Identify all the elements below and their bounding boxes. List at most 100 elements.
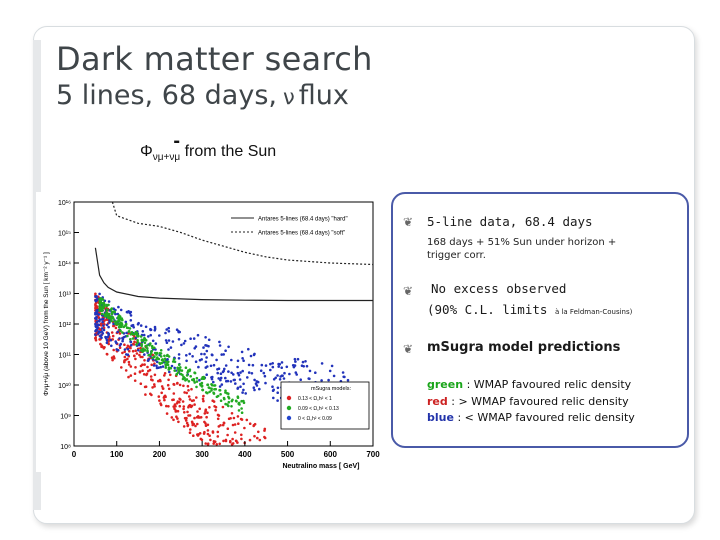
msugra-legend-entry: 0 < Ω꜀h² < 0.09	[298, 416, 332, 422]
scatter-point	[280, 366, 283, 369]
scatter-point	[210, 377, 214, 381]
scatter-point	[222, 421, 226, 425]
scatter-point	[126, 311, 129, 314]
scatter-point	[131, 349, 135, 353]
scatter-point	[212, 442, 215, 445]
scatter-point	[177, 357, 181, 360]
scatter-point	[94, 338, 98, 342]
scatter-point	[236, 386, 240, 390]
scatter-point	[141, 369, 144, 372]
scatter-point	[194, 360, 198, 363]
scatter-point	[169, 373, 172, 377]
scatter-point	[189, 375, 192, 378]
scatter-point	[164, 331, 167, 335]
scatter-point	[207, 338, 211, 342]
scatter-point	[180, 343, 183, 347]
limit-curves	[94, 201, 374, 302]
scatter-point	[269, 368, 272, 372]
scatter-point	[151, 378, 154, 382]
scatter-point	[127, 360, 131, 364]
scatter-point	[108, 317, 111, 320]
scatter-point	[168, 370, 171, 374]
y-tick-label: 10¹²	[59, 322, 72, 329]
scatter-point	[161, 365, 165, 368]
bullet-data-subtext1: 168 days + 51% Sun under horizon +	[427, 237, 617, 248]
scatter-point	[101, 309, 104, 312]
scatter-point	[155, 366, 159, 370]
scatter-point	[97, 323, 100, 326]
scatter-point	[227, 370, 230, 373]
scatter-point	[149, 342, 152, 345]
scatter-point	[219, 378, 222, 382]
fleuron-bullet-icon: ❦	[403, 342, 414, 356]
scatter-point	[137, 348, 140, 352]
scatter-point	[214, 405, 218, 409]
scatter-point	[139, 324, 143, 327]
scatter-point	[199, 383, 202, 387]
scatter-point	[208, 390, 211, 394]
scatter-point	[114, 312, 117, 316]
scatter-point	[218, 385, 222, 388]
bullet-data-text: 5-line data, 68.4 days	[427, 214, 593, 229]
scatter-point	[121, 331, 124, 334]
scatter-point	[304, 360, 307, 363]
scatter-point	[193, 416, 196, 420]
scatter-point	[299, 378, 303, 381]
scatter-point	[250, 372, 254, 375]
scatter-point	[202, 399, 205, 403]
scatter-point	[231, 423, 235, 427]
scatter-point	[160, 361, 164, 365]
scatter-point	[159, 402, 162, 405]
scatter-point	[102, 306, 105, 309]
scatter-point	[294, 360, 297, 363]
scatter-point	[343, 375, 346, 379]
scatter-point	[178, 404, 182, 408]
scatter-point	[209, 364, 213, 368]
scatter-point	[142, 373, 146, 376]
scatter-point	[187, 389, 190, 392]
scatter-point	[346, 378, 350, 382]
scatter-point	[240, 437, 243, 441]
scatter-point	[314, 371, 317, 374]
scatter-point	[221, 370, 225, 374]
scatter-point	[114, 340, 117, 343]
scatter-point	[106, 331, 110, 335]
x-tick-label: 600	[324, 450, 338, 459]
scatter-point	[332, 374, 336, 378]
scatter-point	[114, 326, 118, 330]
scatter-point	[155, 353, 158, 356]
scatter-point	[341, 371, 345, 374]
msugra-legend-marker	[286, 395, 292, 401]
scatter-point	[110, 344, 113, 348]
y-tick-label: 10¹⁰	[58, 382, 71, 390]
scatter-point	[171, 340, 175, 343]
scatter-point	[195, 376, 199, 380]
scatter-point	[173, 366, 176, 370]
scatter-point	[134, 357, 137, 361]
scatter-point	[117, 318, 121, 321]
scatter-point	[255, 384, 259, 387]
scatter-point	[153, 355, 156, 359]
scatter-point	[184, 419, 188, 422]
scatter-point	[234, 382, 237, 385]
scatter-point	[239, 385, 242, 388]
scatter-point	[210, 383, 213, 386]
scatter-point	[111, 334, 115, 338]
scatter-point	[128, 349, 131, 353]
scatter-point	[175, 382, 179, 385]
scatter-point	[241, 369, 244, 373]
scatter-point	[205, 415, 208, 419]
limits-main: (90% C.L. limits	[427, 302, 548, 317]
scatter-point	[198, 358, 202, 362]
scatter-point	[204, 391, 208, 394]
scatter-point	[140, 344, 143, 348]
scatter-point	[102, 328, 106, 332]
scatter-point	[241, 357, 244, 360]
scatter-point	[188, 431, 192, 434]
scatter-point	[189, 337, 192, 340]
scatter-point	[236, 371, 240, 375]
scatter-point	[173, 360, 177, 364]
scatter-point	[130, 331, 134, 334]
scatter-point	[98, 292, 101, 296]
scatter-point	[193, 381, 196, 384]
